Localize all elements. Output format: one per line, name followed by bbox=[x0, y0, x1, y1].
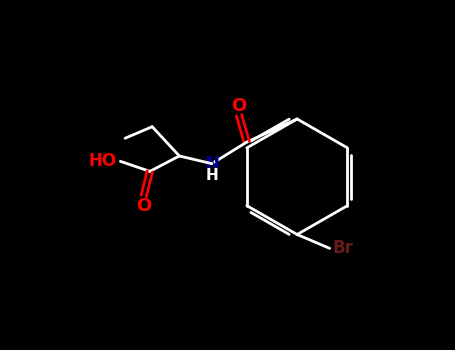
Text: N: N bbox=[204, 155, 219, 173]
Text: O: O bbox=[232, 97, 247, 115]
Text: H: H bbox=[206, 168, 218, 183]
Text: O: O bbox=[136, 197, 152, 215]
Text: Br: Br bbox=[332, 239, 353, 257]
Text: HO: HO bbox=[88, 152, 116, 170]
